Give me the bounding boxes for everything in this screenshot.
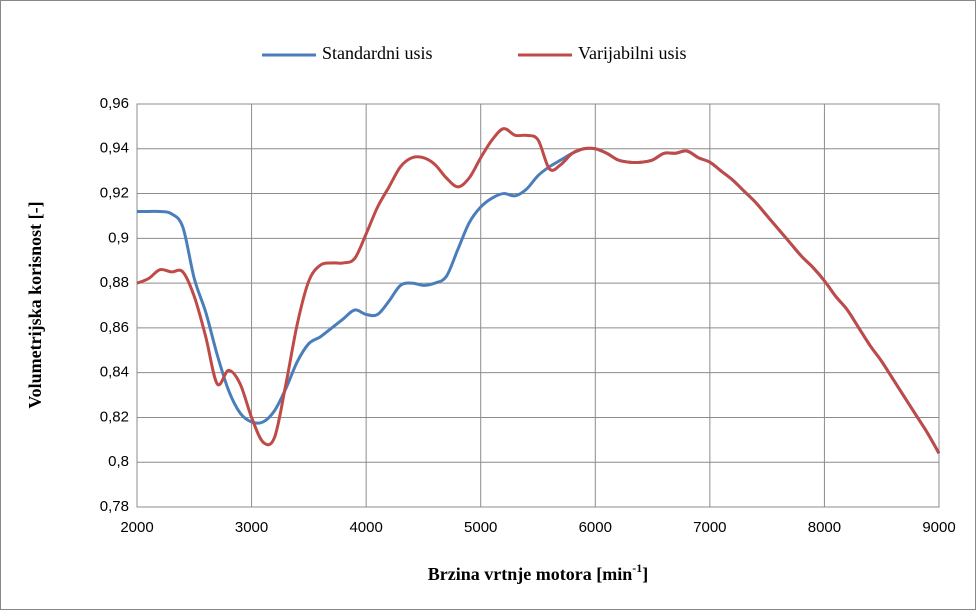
plot-area [136,103,940,508]
y-tick-label: 0,94 [100,140,129,157]
y-axis-label: Volumetrijska korisnost [-] [25,201,45,408]
x-tick-label: 6000 [579,519,612,536]
y-tick-label: 0,86 [100,319,129,336]
x-tick-label: 2000 [120,519,153,536]
x-tick-label: 3000 [235,519,268,536]
y-tick-label: 0,92 [100,185,129,202]
x-axis-label-text: Brzina vrtnje motora [min [428,564,632,584]
x-tick-label: 5000 [464,519,497,536]
x-tick-label: 4000 [349,519,382,536]
x-tick-label: 8000 [808,519,841,536]
y-tick-label: 0,78 [100,498,129,515]
x-tick-label: 9000 [922,519,955,536]
x-tick-label: 7000 [693,519,726,536]
y-tick-label: 0,88 [100,274,129,291]
y-tick-label: 0,82 [100,408,129,425]
y-tick-label: 0,8 [108,453,129,470]
y-tick-label: 0,9 [108,229,129,246]
x-axis-label-end: ] [642,564,648,584]
legend-label: Varijabilni usis [578,43,687,63]
y-tick-label: 0,96 [100,95,129,112]
legend-label: Standardni usis [322,43,433,63]
x-axis-label-sup: -1 [632,561,642,575]
y-tick-label: 0,84 [100,364,129,381]
x-axis-label: Brzina vrtnje motora [min-1] [428,561,648,584]
line-series [136,127,941,455]
